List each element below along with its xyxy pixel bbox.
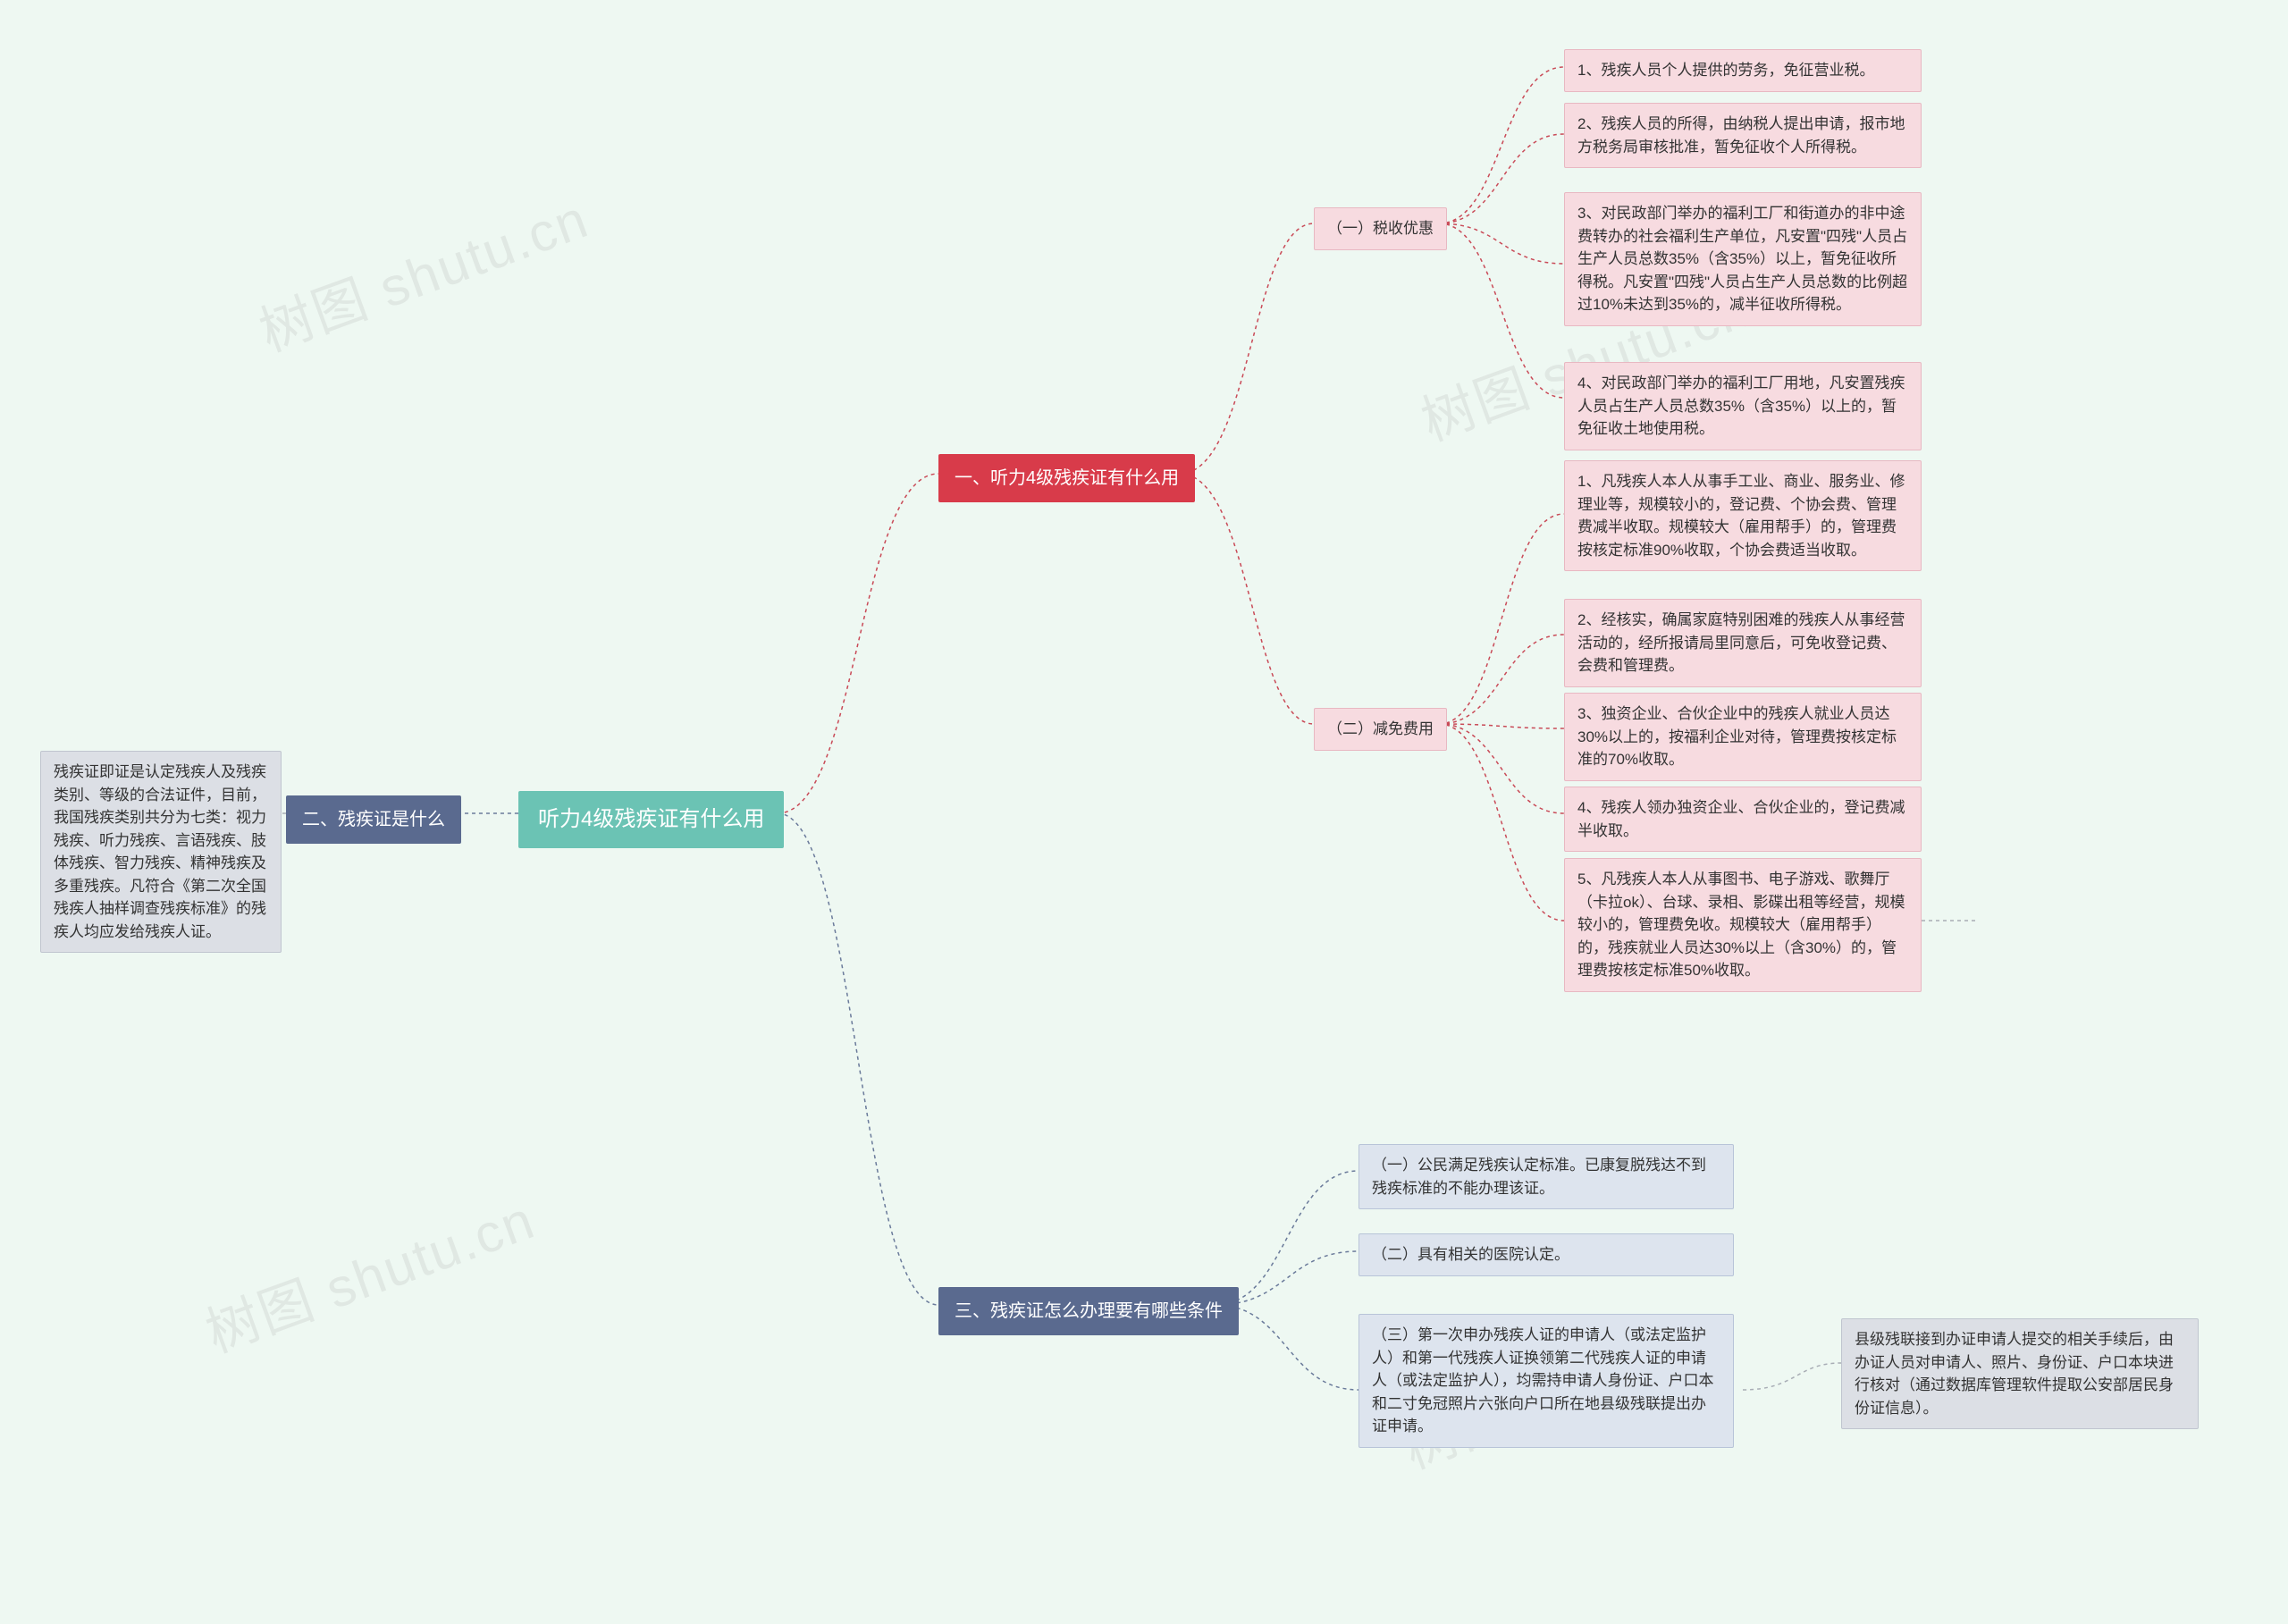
- fee-item-4: 4、残疾人领办独资企业、合伙企业的，登记费减半收取。: [1564, 787, 1922, 852]
- three-item-2: （二）具有相关的医院认定。: [1358, 1233, 1734, 1276]
- watermark: 树图 shutu.cn: [194, 1177, 544, 1368]
- root-node[interactable]: 听力4级残疾证有什么用: [518, 791, 784, 848]
- fee-item-5: 5、凡残疾人本人从事图书、电子游戏、歌舞厅（卡拉ok）、台球、录相、影碟出租等经…: [1564, 858, 1922, 992]
- tax-item-1: 1、残疾人员个人提供的劳务，免征营业税。: [1564, 49, 1922, 92]
- three-item-1: （一）公民满足残疾认定标准。已康复脱残达不到残疾标准的不能办理该证。: [1358, 1144, 1734, 1209]
- fee-item-3: 3、独资企业、合伙企业中的残疾人就业人员达30%以上的，按福利企业对待，管理费按…: [1564, 693, 1922, 781]
- sub-fee[interactable]: （二）减免费用: [1314, 708, 1447, 751]
- branch-one[interactable]: 一、听力4级残疾证有什么用: [938, 454, 1195, 502]
- tax-item-4: 4、对民政部门举办的福利工厂用地，凡安置残疾人员占生产人员总数35%（含35%）…: [1564, 362, 1922, 450]
- three-tail: 县级残联接到办证申请人提交的相关手续后，由办证人员对申请人、照片、身份证、户口本…: [1841, 1318, 2199, 1429]
- watermark: 树图 shutu.cn: [248, 176, 598, 367]
- branch-two[interactable]: 二、残疾证是什么: [286, 795, 461, 844]
- branch-three[interactable]: 三、残疾证怎么办理要有哪些条件: [938, 1287, 1239, 1335]
- fee-item-2: 2、经核实，确属家庭特别困难的残疾人从事经营活动的，经所报请局里同意后，可免收登…: [1564, 599, 1922, 687]
- branch-two-content: 残疾证即证是认定残疾人及残疾类别、等级的合法证件，目前，我国残疾类别共分为七类：…: [40, 751, 282, 953]
- three-item-3: （三）第一次申办残疾人证的申请人（或法定监护人）和第一代残疾人证换领第二代残疾人…: [1358, 1314, 1734, 1448]
- tax-item-2: 2、残疾人员的所得，由纳税人提出申请，报市地方税务局审核批准，暂免征收个人所得税…: [1564, 103, 1922, 168]
- sub-tax[interactable]: （一）税收优惠: [1314, 207, 1447, 250]
- fee-item-1: 1、凡残疾人本人从事手工业、商业、服务业、修理业等，规模较小的，登记费、个协会费…: [1564, 460, 1922, 571]
- tax-item-3: 3、对民政部门举办的福利工厂和街道办的非中途费转办的社会福利生产单位，凡安置"四…: [1564, 192, 1922, 326]
